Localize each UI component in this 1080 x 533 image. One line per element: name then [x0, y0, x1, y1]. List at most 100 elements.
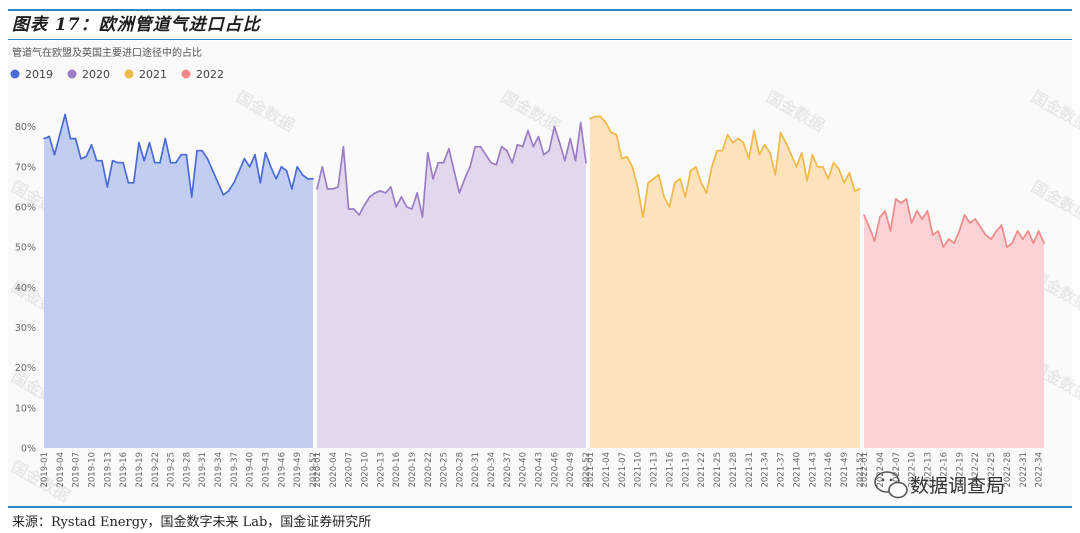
series-area [864, 198, 1044, 448]
data-point [437, 161, 440, 164]
data-point [599, 115, 602, 118]
data-point [296, 166, 299, 168]
x-tick-label: 2021-13 [650, 452, 660, 488]
data-point [321, 166, 324, 168]
data-point [421, 216, 424, 218]
x-tick-label: 2020-22 [424, 452, 434, 488]
data-point [631, 166, 634, 168]
data-point [270, 166, 272, 168]
x-tick-label: 2021-10 [634, 452, 644, 488]
figure-title: 图表 17：欧洲管道气进口占比 [12, 15, 261, 35]
data-point [312, 178, 314, 180]
data-point [411, 208, 413, 210]
data-point [1006, 246, 1008, 248]
x-tick-label: 2021-01 [586, 452, 596, 488]
data-point [985, 234, 987, 236]
data-point [716, 149, 718, 152]
data-point [169, 161, 172, 164]
data-point [527, 129, 529, 132]
y-tick-label: 10% [15, 403, 36, 414]
x-tick-label: 2019-25 [167, 452, 177, 488]
data-point [995, 230, 998, 232]
data-point [106, 186, 109, 188]
data-point [442, 161, 445, 164]
data-point [500, 145, 503, 148]
data-point [642, 216, 644, 218]
data-point [243, 157, 246, 160]
data-point [816, 166, 819, 168]
series-line [43, 113, 313, 198]
data-point [74, 137, 77, 140]
bottom-rule [8, 506, 1072, 508]
y-tick-label: 0% [21, 444, 36, 455]
data-point [353, 208, 355, 210]
data-point [390, 186, 392, 188]
data-point [90, 143, 93, 146]
x-tick-label: 2019-19 [135, 452, 145, 488]
data-point [479, 145, 482, 148]
data-point [222, 194, 225, 196]
watermark-text: 国金数据 [233, 87, 298, 135]
data-point [859, 188, 861, 190]
watermark-text: 国金数据 [1028, 177, 1080, 225]
series-area [317, 122, 586, 448]
data-point [863, 214, 865, 216]
data-point [453, 170, 455, 172]
x-tick-label: 2020-46 [550, 452, 560, 488]
y-tick-label: 50% [15, 243, 36, 254]
data-point [511, 161, 513, 164]
data-point [1022, 238, 1024, 240]
data-point [969, 222, 971, 224]
x-tick-label: 2020-31 [471, 452, 481, 488]
data-point [932, 234, 934, 236]
data-point [190, 196, 193, 198]
x-tick-label: 2022-07 [892, 452, 902, 488]
data-point [337, 186, 339, 188]
data-point [679, 178, 681, 180]
x-tick-label: 2020-40 [519, 452, 529, 488]
data-point [495, 164, 498, 166]
x-tick-label: 2022-16 [939, 452, 949, 488]
legend-marker [67, 69, 77, 79]
data-point [342, 145, 345, 148]
x-tick-label: 2021-19 [681, 452, 691, 488]
x-tick-label: 2019-04 [56, 452, 66, 488]
series-layer [43, 113, 1045, 448]
data-point [521, 145, 524, 148]
data-point [154, 161, 156, 164]
x-tick-label: 2019-01 [40, 452, 50, 488]
data-point [615, 133, 618, 136]
data-point [543, 153, 545, 156]
data-point [564, 159, 566, 162]
data-point [916, 210, 918, 212]
data-point [605, 121, 607, 124]
watermark-text: 国金数据 [1028, 87, 1080, 135]
data-point [122, 161, 124, 164]
x-tick-label: 2019-49 [293, 452, 303, 488]
x-tick-label: 2021-04 [602, 452, 612, 488]
legend-label: 2022 [196, 68, 224, 81]
data-point [1016, 230, 1019, 232]
data-point [474, 145, 477, 148]
data-point [306, 178, 309, 180]
chart-subtitle: 管道气在欧盟及英国主要进口途径中的占比 [12, 46, 202, 59]
x-tick-label: 2020-34 [487, 452, 497, 488]
series-area [590, 116, 860, 448]
data-point [574, 159, 577, 162]
data-point [85, 155, 87, 158]
data-point [490, 161, 492, 164]
x-tick-label: 2020-10 [360, 452, 370, 488]
x-tick-label: 2022-13 [924, 452, 934, 488]
y-tick-label: 40% [15, 283, 36, 294]
data-point [280, 166, 283, 168]
data-point [427, 151, 429, 154]
x-tick-label: 2021-34 [761, 452, 771, 488]
data-point [368, 196, 371, 198]
data-point [458, 192, 461, 194]
data-point [416, 192, 419, 194]
data-point [212, 170, 214, 172]
data-point [469, 166, 471, 168]
data-point [143, 159, 145, 162]
data-point [111, 159, 114, 162]
data-point [801, 151, 803, 154]
